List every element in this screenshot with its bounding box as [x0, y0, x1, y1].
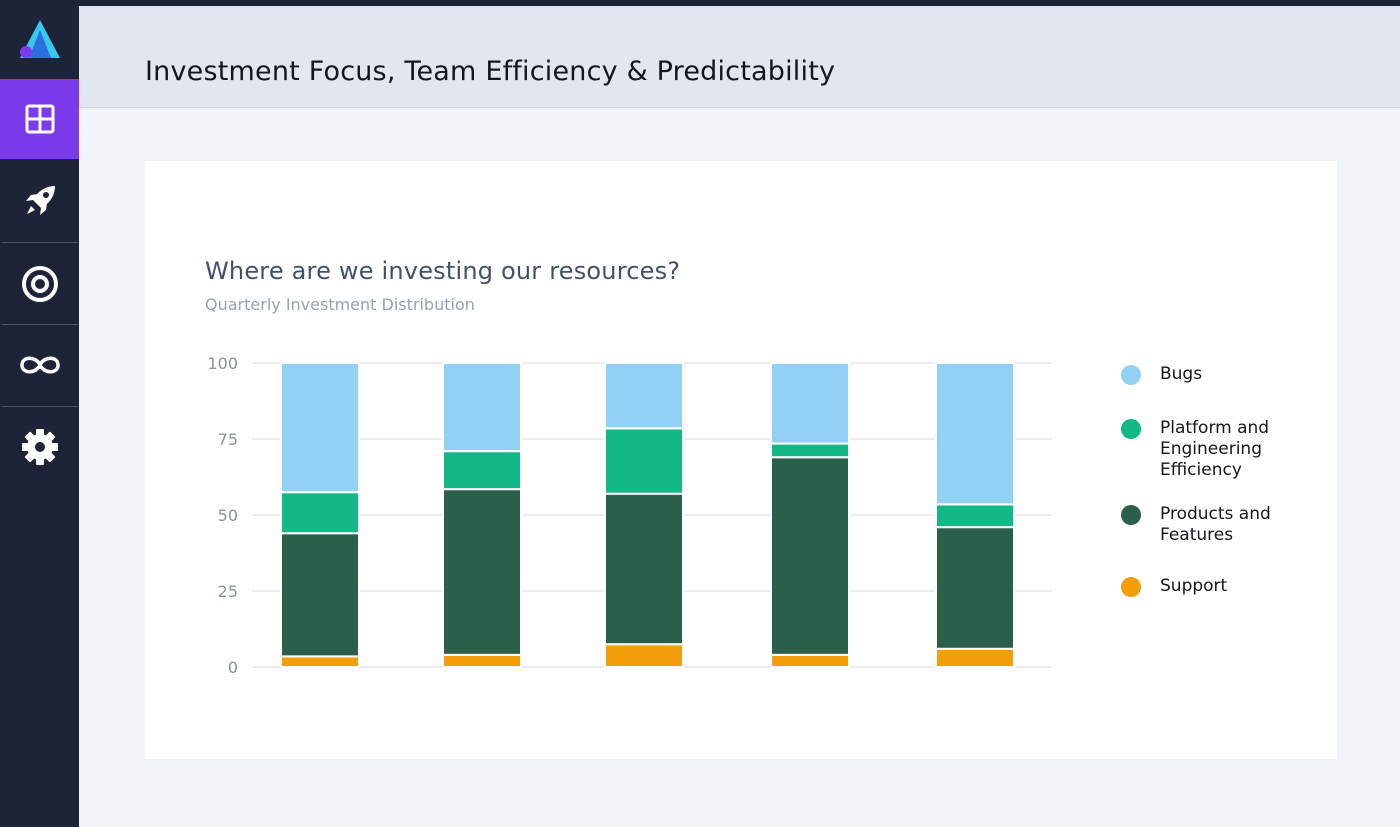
main-content: Investment Focus, Team Efficiency & Pred… — [79, 6, 1400, 827]
y-tick-label: 25 — [218, 582, 238, 601]
target-icon — [21, 266, 58, 302]
bar-segment[interactable] — [935, 362, 1015, 506]
bar-segment[interactable] — [442, 450, 522, 491]
bar-segment[interactable] — [604, 492, 684, 646]
triangle-logo-icon — [19, 19, 60, 58]
y-tick-label: 0 — [228, 658, 238, 677]
infinity-loop-icon — [19, 356, 60, 374]
bar-segment[interactable] — [770, 653, 850, 668]
nav-item-cycles[interactable] — [0, 325, 79, 405]
bar-segment[interactable] — [280, 491, 360, 535]
bar-segment[interactable] — [442, 653, 522, 668]
legend-swatch — [1121, 365, 1141, 385]
rocket-icon — [25, 186, 55, 215]
sidebar — [0, 0, 79, 827]
legend-label: Bugs — [1160, 364, 1203, 384]
bar-segment[interactable] — [280, 532, 360, 658]
dashboard-grid-icon — [25, 104, 54, 134]
nav-item-settings[interactable] — [0, 407, 79, 487]
page-header: Investment Focus, Team Efficiency & Pred… — [79, 6, 1400, 108]
nav-item-deployments[interactable] — [0, 161, 79, 241]
legend-swatch — [1121, 577, 1141, 597]
bar-segment[interactable] — [935, 647, 1015, 669]
stacked-bar-chart: 0 25 50 75 100 — [207, 354, 1052, 677]
y-tick-label: 50 — [218, 506, 238, 525]
nav-divider — [2, 324, 78, 325]
bar-segment[interactable] — [604, 643, 684, 669]
top-strip — [79, 0, 1400, 6]
bar-segment[interactable] — [935, 526, 1015, 650]
app-logo[interactable] — [0, 0, 79, 79]
bar-segment[interactable] — [280, 655, 360, 668]
chart-card: Where are we investing our resources? Qu… — [145, 161, 1337, 759]
bar-segment[interactable] — [604, 427, 684, 495]
bar-segment[interactable] — [770, 456, 850, 656]
y-tick-label: 100 — [207, 354, 238, 373]
bar-segment[interactable] — [770, 442, 850, 459]
legend-swatch — [1121, 419, 1141, 439]
nav-item-dashboard[interactable] — [0, 79, 79, 159]
legend-swatch — [1121, 505, 1141, 525]
nav-divider — [2, 406, 78, 407]
bar-segment[interactable] — [604, 362, 684, 430]
bar-segment[interactable] — [935, 503, 1015, 529]
nav-item-goals[interactable] — [0, 244, 79, 324]
y-tick-label: 75 — [218, 430, 238, 449]
nav-divider — [2, 242, 78, 243]
page-title: Investment Focus, Team Efficiency & Pred… — [145, 56, 836, 87]
bar-segment[interactable] — [442, 362, 522, 453]
legend-label: Platform and Engineering Efficiency — [1160, 418, 1270, 480]
bar-segment[interactable] — [442, 488, 522, 656]
chart-title: Where are we investing our resources? — [205, 257, 681, 285]
legend-label: Products and Features — [1160, 504, 1271, 545]
legend-label: Support — [1160, 576, 1228, 596]
bar-segment[interactable] — [770, 362, 850, 445]
gear-icon — [21, 429, 58, 465]
chart-subtitle: Quarterly Investment Distribution — [205, 295, 475, 314]
bar-segment[interactable] — [280, 362, 360, 494]
